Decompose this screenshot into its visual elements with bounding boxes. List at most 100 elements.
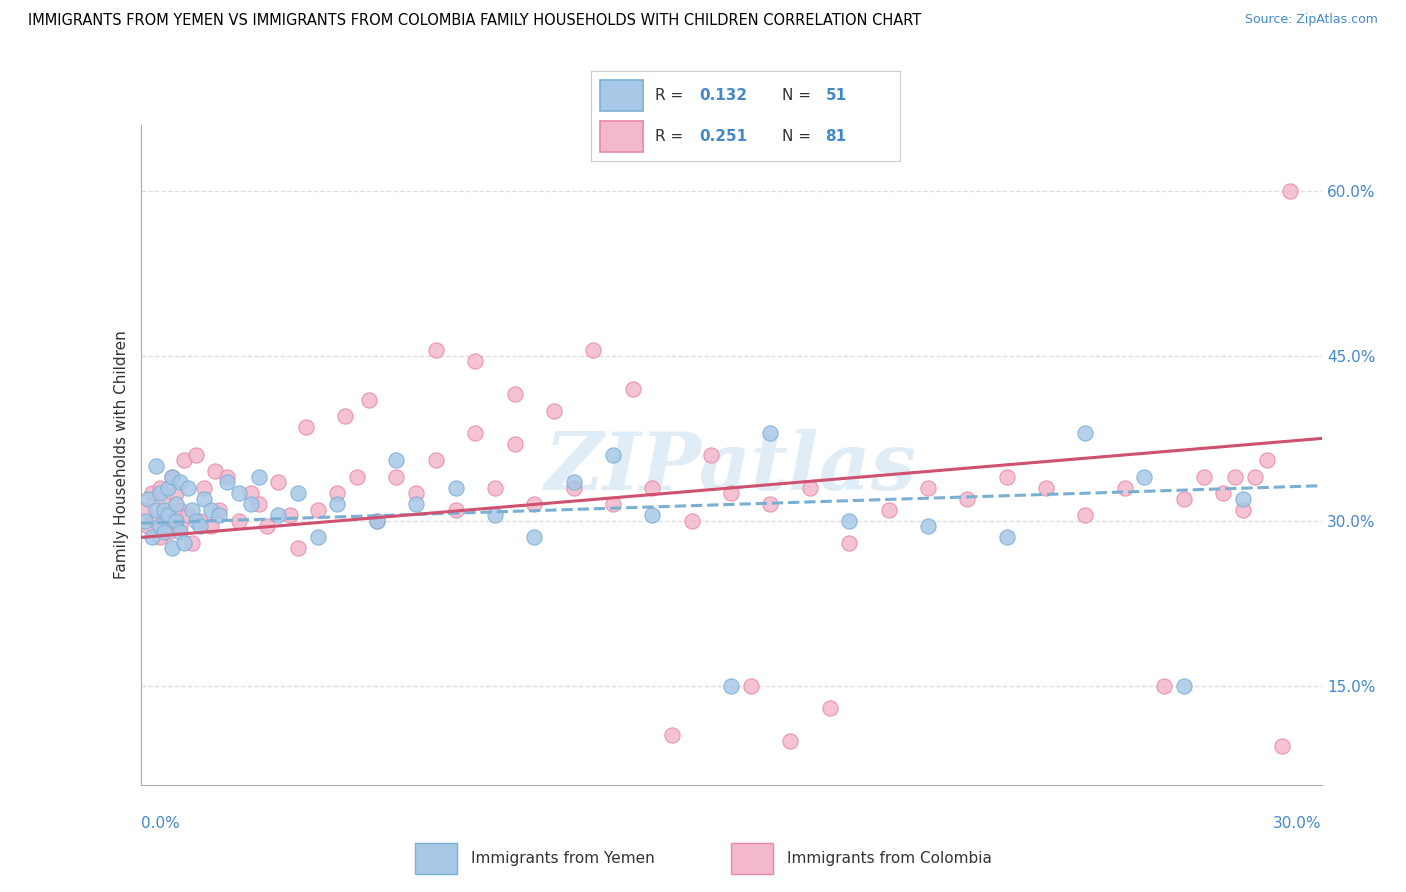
Point xyxy=(838,514,860,528)
Point xyxy=(239,498,262,512)
Point xyxy=(267,508,290,523)
Point xyxy=(149,486,172,500)
Point xyxy=(562,475,585,490)
Point xyxy=(425,343,447,358)
Text: 81: 81 xyxy=(825,129,846,144)
Point xyxy=(149,530,172,544)
Point xyxy=(484,481,506,495)
Point xyxy=(228,514,250,528)
Point xyxy=(138,519,160,533)
Point xyxy=(177,481,200,495)
Point xyxy=(818,701,841,715)
Point xyxy=(1192,470,1215,484)
Text: 30.0%: 30.0% xyxy=(1274,816,1322,831)
Point xyxy=(641,481,664,495)
Point xyxy=(180,503,202,517)
Point xyxy=(173,536,195,550)
Point xyxy=(134,503,156,517)
Point xyxy=(838,536,860,550)
Point xyxy=(582,343,605,358)
Point xyxy=(1271,739,1294,754)
Point xyxy=(169,475,191,490)
Point xyxy=(995,530,1018,544)
Point xyxy=(1114,481,1136,495)
Text: Immigrants from Yemen: Immigrants from Yemen xyxy=(471,851,655,866)
Point xyxy=(956,491,979,506)
Point xyxy=(193,481,215,495)
Point xyxy=(366,514,388,528)
Point xyxy=(661,728,683,742)
Point xyxy=(720,679,742,693)
Point xyxy=(326,498,349,512)
Point xyxy=(157,508,180,523)
Point xyxy=(444,503,467,517)
Point xyxy=(1232,491,1254,506)
Point xyxy=(239,486,262,500)
Point xyxy=(1279,184,1302,198)
Point xyxy=(173,453,195,467)
Point xyxy=(188,519,211,533)
Point xyxy=(153,524,176,539)
Point xyxy=(141,530,163,544)
Point xyxy=(160,514,183,528)
Point xyxy=(160,470,183,484)
Point xyxy=(177,508,200,523)
Point xyxy=(169,519,191,533)
Text: 0.0%: 0.0% xyxy=(141,816,180,831)
Point xyxy=(287,541,309,556)
Point xyxy=(444,481,467,495)
Point xyxy=(188,514,211,528)
Point xyxy=(1035,481,1057,495)
Point xyxy=(169,503,191,517)
Point xyxy=(145,514,167,528)
Point xyxy=(1133,470,1156,484)
Point xyxy=(228,486,250,500)
Point xyxy=(464,354,486,368)
Point xyxy=(200,503,222,517)
FancyBboxPatch shape xyxy=(731,843,773,874)
Point xyxy=(740,679,762,693)
Text: N =: N = xyxy=(782,88,815,103)
Point xyxy=(602,498,624,512)
Point xyxy=(193,491,215,506)
Point xyxy=(165,498,187,512)
Point xyxy=(523,498,546,512)
Point xyxy=(681,514,703,528)
Point xyxy=(1173,679,1195,693)
Point xyxy=(523,530,546,544)
Point xyxy=(917,519,939,533)
Point xyxy=(184,448,207,462)
Point xyxy=(149,519,172,533)
Point xyxy=(1153,679,1175,693)
Point xyxy=(145,503,167,517)
Point xyxy=(267,475,290,490)
Text: Immigrants from Colombia: Immigrants from Colombia xyxy=(787,851,993,866)
Point xyxy=(200,519,222,533)
Text: R =: R = xyxy=(655,129,689,144)
Text: Source: ZipAtlas.com: Source: ZipAtlas.com xyxy=(1244,13,1378,27)
Text: 0.132: 0.132 xyxy=(699,88,747,103)
Point xyxy=(208,508,231,523)
Text: ZIPatlas: ZIPatlas xyxy=(546,429,917,507)
Point xyxy=(385,470,408,484)
Point xyxy=(326,486,349,500)
Point xyxy=(1212,486,1234,500)
Point xyxy=(543,404,565,418)
Point xyxy=(366,514,388,528)
Point xyxy=(405,486,427,500)
Point xyxy=(779,734,801,748)
Text: 51: 51 xyxy=(825,88,846,103)
Point xyxy=(799,481,821,495)
Point xyxy=(157,524,180,539)
FancyBboxPatch shape xyxy=(600,80,643,111)
Point xyxy=(165,514,187,528)
Point xyxy=(134,514,156,528)
Point xyxy=(995,470,1018,484)
Point xyxy=(278,508,301,523)
Point xyxy=(138,491,160,506)
Point xyxy=(157,481,180,495)
Point xyxy=(247,470,270,484)
Point xyxy=(562,481,585,495)
Point xyxy=(208,503,231,517)
Point xyxy=(1173,491,1195,506)
